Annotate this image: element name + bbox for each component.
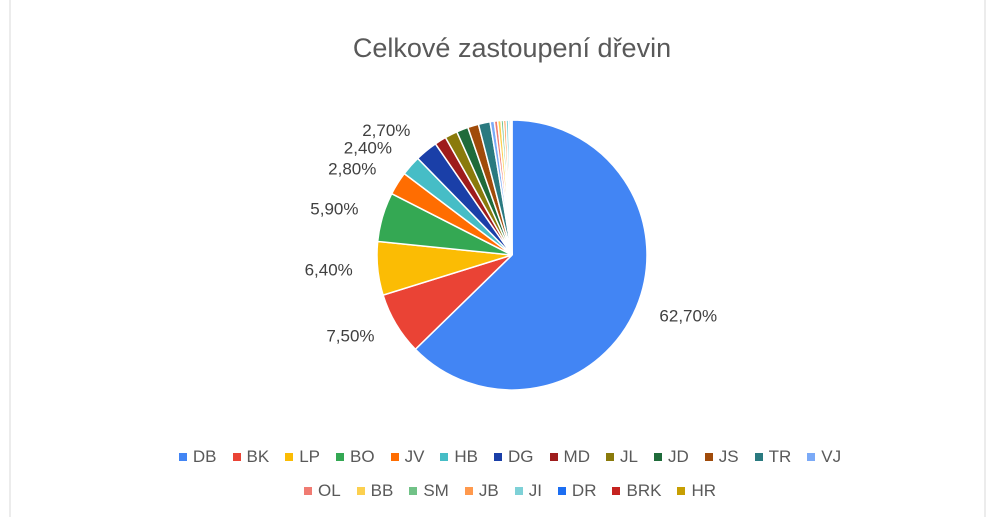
legend-swatch (807, 453, 816, 461)
legend-label: HB (454, 447, 479, 466)
legend-item: SM (409, 480, 449, 502)
legend-item: BK (232, 446, 270, 468)
legend-label: LP (299, 447, 320, 466)
legend-item: JD (653, 446, 689, 468)
legend-swatch (677, 487, 686, 495)
legend-swatch (409, 487, 418, 495)
legend-label: DR (571, 481, 597, 500)
legend-item: DR (557, 480, 597, 502)
legend-label: JS (718, 447, 739, 466)
legend-swatch (232, 453, 241, 461)
data-label: 5,90% (310, 199, 358, 218)
legend-swatch (549, 453, 558, 461)
legend-item: VJ (807, 446, 841, 468)
chart-frame (9, 0, 986, 517)
legend-item: HB (440, 446, 478, 468)
legend-swatch (754, 453, 763, 461)
legend-label: BB (370, 481, 394, 500)
data-label: 2,70% (362, 121, 410, 140)
legend-label: JI (528, 481, 542, 500)
legend-label: JB (478, 481, 499, 500)
legend-item: BO (336, 446, 375, 468)
legend-label: JD (667, 447, 689, 466)
legend-swatch (356, 487, 365, 495)
data-label: 7,50% (326, 326, 374, 345)
legend-item: BB (356, 480, 394, 502)
legend-swatch (514, 487, 523, 495)
legend-label: HR (691, 481, 717, 500)
legend-swatch (178, 453, 187, 461)
chart-title: Celkové zastoupení dřevin (353, 33, 671, 63)
legend-swatch (704, 453, 713, 461)
legend-swatch (605, 453, 614, 461)
legend-item: MD (549, 446, 590, 468)
legend-item: HR (677, 480, 716, 502)
pie-slice (414, 119, 648, 391)
legend-label: MD (563, 447, 590, 466)
legend-swatch (303, 487, 312, 495)
legend-label: TR (768, 447, 792, 466)
legend-swatch (440, 453, 449, 461)
legend-label: SM (423, 481, 449, 500)
legend-item: JV (390, 446, 425, 468)
legend-item: DG (494, 446, 534, 468)
legend-item: JB (464, 480, 499, 502)
legend-item: TR (754, 446, 792, 468)
legend-item: JL (605, 446, 638, 468)
legend-label: BRK (626, 481, 662, 500)
legend-label: DG (508, 447, 534, 466)
legend-swatch (653, 453, 662, 461)
legend-swatch (557, 487, 566, 495)
legend-label: BK (246, 447, 270, 466)
data-label: 2,80% (328, 160, 376, 179)
legend-label: BO (350, 447, 375, 466)
legend-label: VJ (821, 447, 842, 466)
legend-label: DB (192, 447, 217, 466)
legend-item: OL (303, 480, 341, 502)
legend-swatch (494, 453, 503, 461)
legend-label: OL (317, 481, 341, 500)
legend-item: JI (514, 480, 542, 502)
legend: DB BK LP BO JV HB DG MD JL JD JS TR VJ OL BB SM JB JI DR BR… (150, 446, 870, 502)
legend-swatch (612, 487, 621, 495)
legend-item: LP (285, 446, 320, 468)
legend-swatch (336, 453, 344, 461)
legend-swatch (285, 453, 294, 461)
data-label: 6,40% (305, 261, 353, 280)
legend-swatch (390, 453, 399, 461)
legend-label: JV (404, 447, 425, 466)
legend-item: JS (704, 446, 739, 468)
data-label: 2,40% (344, 139, 392, 158)
legend-item: BRK (612, 480, 661, 502)
data-label: 62,70% (659, 307, 717, 326)
legend-label: JL (619, 447, 638, 466)
legend-item: DB (178, 446, 217, 468)
pie-slice (510, 119, 513, 256)
legend-swatch (464, 487, 473, 495)
